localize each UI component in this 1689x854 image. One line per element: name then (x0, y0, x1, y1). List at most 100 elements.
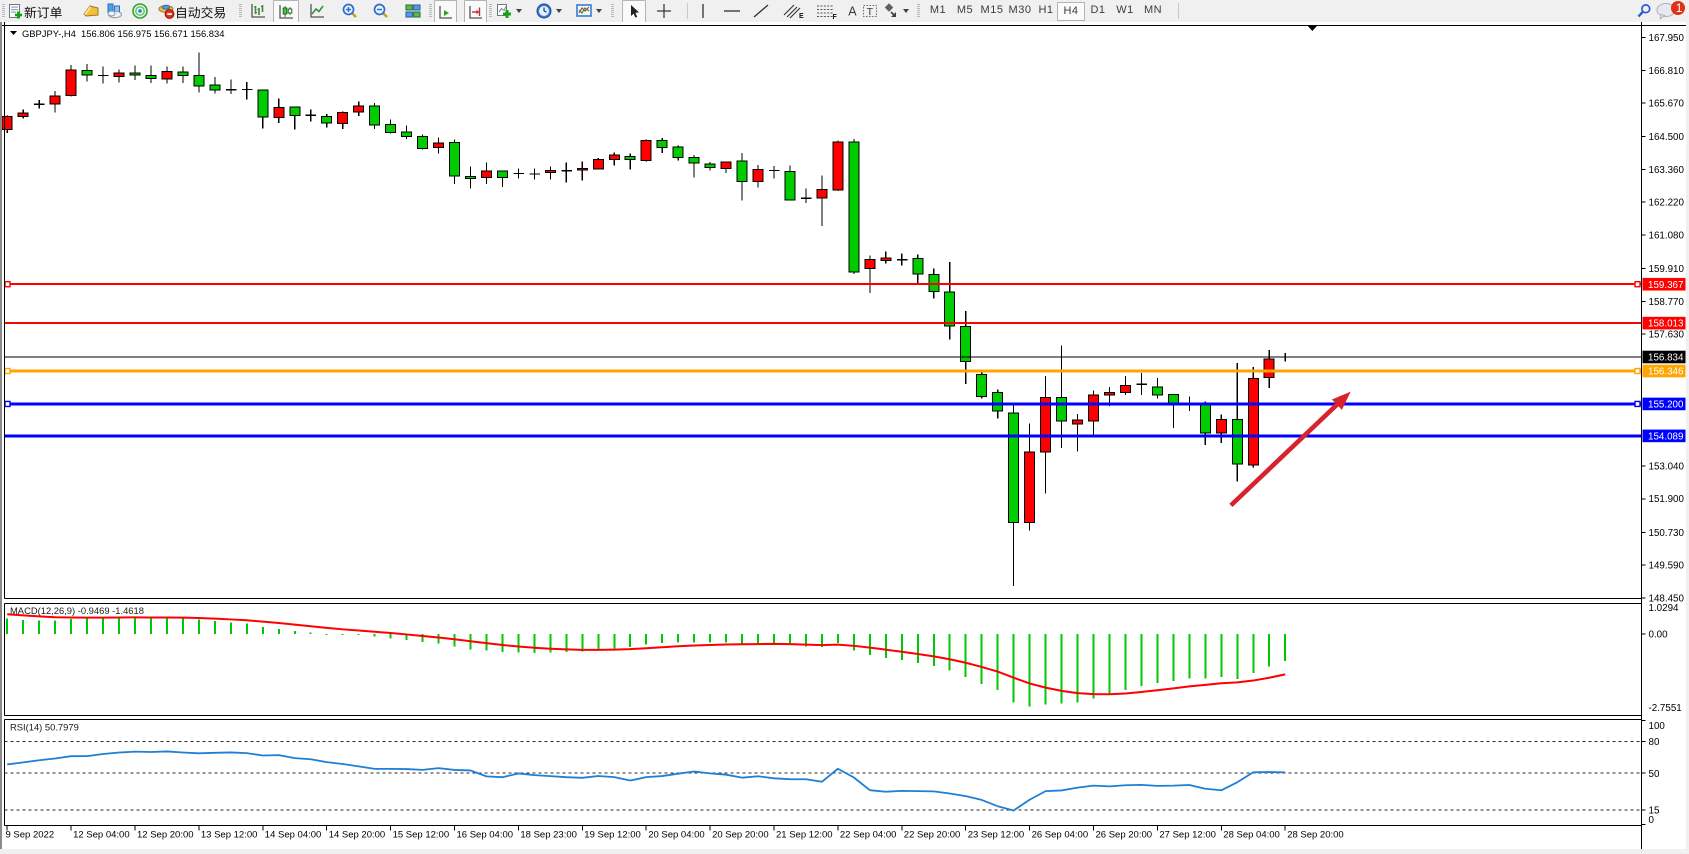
time-axis-label: 28 Sep 04:00 (1223, 830, 1280, 841)
candle (544, 166, 556, 180)
candle (624, 153, 636, 170)
candlestick-mode-button[interactable] (273, 0, 299, 24)
hline-anchor (4, 367, 11, 375)
arrows-shapes-dropdown-arrow[interactable] (903, 9, 909, 13)
toolbar-separator (1178, 3, 1179, 19)
auto-scroll-button[interactable] (434, 0, 457, 24)
crosshair-button[interactable] (655, 0, 673, 22)
candle (65, 64, 77, 97)
macd-histogram (6, 617, 1287, 707)
fibonacci-button[interactable]: F (815, 0, 839, 22)
timeframe-H1[interactable]: H1 (1038, 4, 1054, 16)
text-label-button[interactable]: T (862, 0, 878, 22)
timeframe-D1[interactable]: D1 (1090, 4, 1106, 16)
equidistant-channel-button[interactable]: E (782, 0, 806, 22)
zoom-out-button[interactable] (372, 0, 390, 22)
timeframe-M15[interactable]: M15 (980, 4, 1004, 16)
market-watch-button[interactable] (131, 0, 149, 22)
periods-dropdown-arrow[interactable] (556, 9, 562, 13)
toolbar-grip[interactable] (239, 4, 242, 18)
time-axis-label: 22 Sep 20:00 (904, 830, 961, 841)
toolbar-grip[interactable] (489, 4, 492, 18)
templates-button[interactable] (575, 0, 602, 22)
hline-price-box: 158.013 (1642, 316, 1686, 330)
search-button[interactable] (1636, 0, 1653, 22)
timeframe-H4[interactable]: H4 (1057, 2, 1085, 21)
candle (321, 113, 333, 128)
time-axis-label: 20 Sep 04:00 (648, 830, 705, 841)
candlestick-icon (279, 5, 293, 19)
price-tick-label: 162.220 (1649, 198, 1685, 209)
candle (529, 168, 540, 180)
candle (1, 115, 13, 134)
candle (513, 168, 524, 179)
macd-axis-label: 1.0294 (1649, 603, 1680, 614)
gbpjpy-h4-chart[interactable]: 167.950 166.810 165.670 164.500 163.360 162.2… (0, 22, 1689, 849)
timeframe-M30[interactable]: M30 (1008, 4, 1032, 16)
arrows-shapes-button[interactable] (882, 0, 909, 22)
crosshair-icon (657, 4, 671, 18)
templates-dropdown-arrow[interactable] (596, 9, 602, 13)
indicators-dropdown-arrow[interactable] (516, 9, 522, 13)
candle (704, 162, 716, 171)
periods-button[interactable] (535, 0, 562, 22)
price-tick-label: 161.080 (1649, 230, 1685, 241)
hline-anchor (1634, 281, 1641, 288)
hline-155.200[interactable] (4, 400, 1642, 408)
hline-156.346[interactable] (4, 367, 1642, 375)
zoom-in-button[interactable] (341, 0, 359, 22)
timeframe-MN[interactable]: MN (1143, 4, 1163, 16)
vertical-line-button[interactable] (697, 0, 709, 22)
auto-trading-button[interactable]: 自动交易 (157, 0, 227, 22)
new-order-button[interactable]: 新订单 (7, 0, 63, 22)
macd-signal-line (7, 613, 1286, 696)
candle (353, 101, 365, 117)
hline-price-box: 155.200 (1642, 397, 1686, 411)
candle (464, 166, 476, 189)
cursor-button[interactable] (622, 0, 646, 24)
macd-axis-label: -2.7551 (1649, 703, 1682, 714)
rsi-label: RSI(14) 50.7979 (10, 722, 79, 733)
text-button[interactable]: A (846, 0, 860, 22)
time-axis-label: 14 Sep 04:00 (265, 830, 322, 841)
candle (880, 251, 892, 264)
horizontal-line-button[interactable] (722, 0, 742, 22)
toolbar-grip[interactable] (429, 4, 432, 18)
line-chart-mode-button[interactable] (308, 0, 326, 22)
profiles-button[interactable] (106, 0, 124, 22)
timeframe-M1[interactable]: M1 (929, 4, 947, 16)
time-axis-label: 18 Sep 23:00 (520, 830, 577, 841)
svg-text:F: F (833, 14, 838, 20)
tile-windows-button[interactable] (404, 0, 422, 22)
candle (832, 140, 844, 192)
candle (688, 155, 700, 178)
toolbar-grip[interactable] (917, 4, 920, 18)
chart-shift-icon (469, 5, 482, 19)
chart-header[interactable]: GBPJPY-,H4 156.806 156.975 156.671 156.8… (10, 28, 224, 39)
notifications-button[interactable]: 1 (1655, 0, 1687, 22)
indicators-button[interactable] (495, 0, 522, 22)
bar-chart-mode-button[interactable] (249, 0, 267, 22)
time-axis-label: 13 Sep 12:00 (201, 830, 258, 841)
price-tick-label: 150.730 (1649, 528, 1685, 539)
rsi-axis-label: 100 (1649, 721, 1666, 732)
candle (1231, 363, 1243, 482)
bar-shift-marker[interactable] (1307, 26, 1317, 31)
text-icon: A (848, 5, 857, 19)
toolbar-grip[interactable] (2, 4, 5, 18)
rsi-axis-label: 0 (1649, 815, 1655, 826)
periods-icon (536, 3, 552, 19)
timeframe-M5[interactable]: M5 (956, 4, 974, 16)
candle (864, 255, 876, 294)
trend-arrow[interactable] (1229, 391, 1351, 508)
chart-header-label: GBPJPY-,H4 156.806 156.975 156.671 156.8… (22, 28, 224, 39)
new-chart-button[interactable] (82, 0, 100, 22)
toolbar-grip[interactable] (611, 4, 614, 18)
timeframe-W1[interactable]: W1 (1116, 4, 1134, 16)
candle (800, 188, 812, 203)
price-tick-label: 163.360 (1649, 165, 1685, 176)
trendline-button[interactable] (751, 0, 771, 22)
time-axis: 9 Sep 2022 12 Sep 04:00 12 Sep 20:00 13 Sep… (6, 826, 1344, 841)
chart-shift-button[interactable] (464, 0, 487, 24)
svg-text:154.089: 154.089 (1648, 431, 1683, 442)
